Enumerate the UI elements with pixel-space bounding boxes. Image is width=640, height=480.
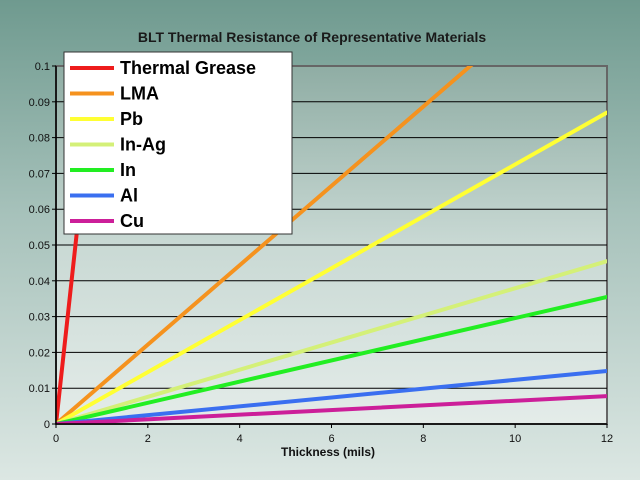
y-tick-label: 0.03 bbox=[29, 312, 50, 324]
legend-label: Cu bbox=[120, 211, 144, 231]
series-line-pb bbox=[56, 110, 607, 424]
y-tick-label: 0.08 bbox=[29, 133, 50, 145]
chart-title: BLT Thermal Resistance of Representative… bbox=[138, 29, 487, 45]
legend-label: Pb bbox=[120, 109, 143, 129]
y-tick-label: 0.09 bbox=[29, 97, 50, 109]
x-tick-labels: 0 2 4 6 8 10 12 bbox=[53, 424, 613, 445]
series-line-in bbox=[56, 294, 607, 424]
legend-label: In bbox=[120, 160, 136, 180]
y-tick-label: 0.04 bbox=[29, 276, 50, 288]
x-tick-label: 12 bbox=[601, 433, 613, 445]
y-tick-label: 0.1 bbox=[35, 61, 50, 73]
legend-label: LMA bbox=[120, 84, 159, 104]
y-tick-label: 0.06 bbox=[29, 204, 50, 216]
x-tick-label: 10 bbox=[509, 433, 521, 445]
series-line-in-ag bbox=[56, 259, 607, 424]
x-tick-label: 4 bbox=[237, 433, 243, 445]
y-tick-label: 0.02 bbox=[29, 347, 50, 359]
x-tick-label: 6 bbox=[328, 433, 334, 445]
y-tick-label: 0.07 bbox=[29, 168, 50, 180]
y-tick-label: 0.01 bbox=[29, 383, 50, 395]
y-tick-label: 0.05 bbox=[29, 240, 50, 252]
x-axis-label: Thickness (mils) bbox=[281, 445, 375, 459]
x-tick-label: 8 bbox=[420, 433, 426, 445]
legend-label: In-Ag bbox=[120, 135, 166, 155]
y-tick-label: 0 bbox=[44, 419, 50, 431]
series-line-al bbox=[56, 369, 607, 424]
y-tick-labels: 0 0.01 0.02 0.03 0.04 0.05 0.06 0.07 0.08 0.09 0.1 bbox=[29, 61, 56, 431]
x-tick-label: 0 bbox=[53, 433, 59, 445]
legend: Thermal Grease LMA Pb In-Ag In Al Cu bbox=[63, 51, 293, 235]
legend-label: Thermal Grease bbox=[120, 58, 256, 78]
x-tick-label: 2 bbox=[145, 433, 151, 445]
series-line-lma bbox=[56, 66, 474, 424]
legend-label: Al bbox=[120, 186, 138, 206]
series-line-cu bbox=[56, 394, 607, 424]
